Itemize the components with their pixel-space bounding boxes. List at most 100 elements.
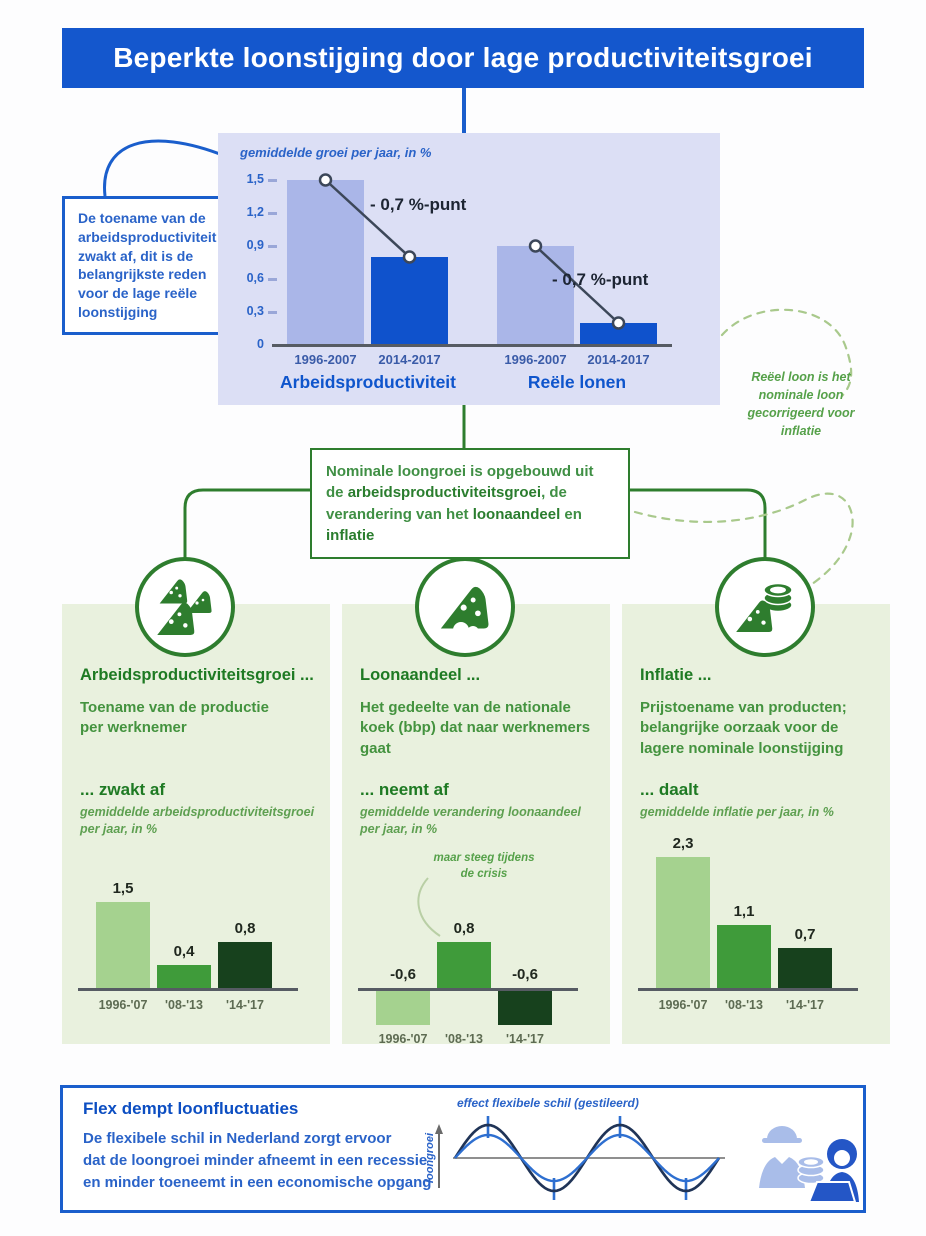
x-axis-line — [638, 988, 858, 991]
cheese-and-coins-icon — [736, 582, 793, 632]
group-label-arbeidsproductiviteit: Arbeidsproductiviteit — [280, 372, 456, 392]
bar-arbeidsproductiviteitsgroei-'08-'13 — [157, 965, 211, 988]
panel-chart-caption: gemiddelde arbeidsproductiviteitsgroei p… — [80, 805, 315, 836]
y-tick-label: 0,3 — [246, 304, 264, 318]
x-category-label: 2014-2017 — [378, 352, 441, 367]
panel-subheading: ... neemt af — [360, 780, 449, 799]
x-category-label: 1996-2007 — [294, 352, 357, 367]
decline-connector-lines — [318, 173, 626, 330]
panel-loonaandeel: Loonaandeel ... Het gedeelte van de nati… — [342, 604, 610, 1046]
formula-text: , de verandering van het — [326, 484, 567, 523]
x-axis-line — [272, 344, 672, 347]
top-chart-panel: gemiddelde groei per jaar, in % 1,5 1,2 … — [218, 133, 720, 405]
panel-heading: Loonaandeel ... — [360, 666, 481, 684]
productivity-bar-chart: 1,5 1996-'07 0,4 '08-'13 0,8 '14-'17 — [62, 844, 330, 1044]
bar-category-label: '14-'17 — [786, 998, 824, 1012]
callout-connector-curve — [103, 139, 226, 197]
bar-category-label: 1996-'07 — [378, 1032, 428, 1046]
bar-inflatie-'08-'13 — [717, 925, 771, 988]
bar-arbeidsproductiviteitsgroei-'14-'17 — [218, 942, 272, 988]
dampened-wage-growth-wave — [454, 1133, 720, 1183]
flex-body-line: en minder toeneemt in een economische op… — [83, 1174, 432, 1191]
inflation-icon-circle — [715, 557, 815, 657]
bar-inflatie-'14-'17 — [778, 948, 832, 988]
bar-category-label: '14-'17 — [506, 1032, 544, 1046]
panel-heading: Inflatie ... — [640, 666, 712, 684]
bar-category-label: '08-'13 — [725, 998, 763, 1012]
formula-text: Nominale loongroei is opgebouwd uit de — [326, 463, 594, 502]
bar-value-label: 1,1 — [733, 903, 755, 920]
bar-value-label: 0,8 — [234, 920, 256, 937]
panel-subheading: ... zwakt af — [80, 780, 166, 799]
y-tick-mark — [268, 245, 277, 248]
bar-inflatie-1996-'07 — [656, 857, 710, 988]
office-worker-with-laptop-icon — [807, 1139, 859, 1203]
bar-value-label: 2,3 — [672, 835, 694, 852]
decline-annotation: - 0,7 %-punt — [552, 270, 649, 289]
formula-term-loonaandeel: loonaandeel — [472, 505, 561, 523]
formula-term-inflatie: inflatie — [326, 526, 375, 544]
y-tick-mark — [268, 179, 277, 182]
y-tick-label: 0,6 — [246, 271, 264, 285]
top-chart-bars — [218, 133, 720, 405]
flex-body-line: De flexibele schil in Nederland zorgt er… — [83, 1130, 392, 1147]
x-axis-line — [78, 988, 298, 991]
bar-Arbeidsproductiviteit-1996-2007 — [287, 180, 364, 345]
x-category-label: 2014-2017 — [587, 352, 650, 367]
bar-category-label: '14-'17 — [226, 998, 264, 1012]
wave-chart: effect flexibele schil (gestileerd) loon… — [421, 1090, 751, 1208]
flex-panel: Flex dempt loonfluctuaties De flexibele … — [60, 1085, 866, 1213]
y-tick-label: 0,9 — [246, 238, 264, 252]
panel-arbeidsproductiviteitsgroei: Arbeidsproductiviteitsgroei ... Toename … — [62, 604, 330, 1044]
wage-share-icon-circle — [415, 557, 515, 657]
panel-subheading: ... daalt — [640, 780, 699, 799]
wave-caption: effect flexibele schil (gestileerd) — [457, 1096, 639, 1110]
bar-value-label: 0,8 — [453, 920, 475, 937]
flow-connector-lines — [183, 308, 854, 590]
productivity-icon-circle — [135, 557, 235, 657]
formula-text: en — [560, 505, 582, 523]
bar-value-label: -0,6 — [390, 966, 416, 983]
group-label-reele-lonen: Reële lonen — [527, 372, 627, 392]
bar-Arbeidsproductiviteit-2014-2017 — [371, 257, 448, 345]
y-tick-mark — [268, 311, 277, 314]
formula-term-productiviteit: arbeidsproductiviteitsgroei — [347, 484, 542, 502]
bar-category-label: 1996-'07 — [98, 998, 148, 1012]
construction-worker-icon — [759, 1126, 805, 1188]
y-tick-label: 1,2 — [246, 205, 264, 219]
y-tick-mark — [268, 212, 277, 215]
header-connector-line — [462, 88, 466, 133]
bar-loonaandeel-'14-'17 — [498, 991, 552, 1025]
inflation-bar-chart: 2,3 1996-'07 1,1 '08-'13 0,7 '14-'17 — [622, 835, 890, 1044]
dashed-note-curve-bottom — [633, 492, 854, 590]
x-category-label: 1996-2007 — [504, 352, 567, 367]
y-tick-label: 0 — [257, 337, 264, 351]
panel-inflatie: Inflatie ... Prijstoename van producten;… — [622, 604, 890, 1044]
bar-Reële lonen-1996-2007 — [497, 246, 574, 345]
crisis-annotation-curve — [417, 877, 441, 937]
y-tick-label: 1,5 — [246, 172, 264, 186]
callout-text: De toename van de arbeidsproductiviteit … — [78, 210, 217, 320]
decline-annotation: - 0,7 %-punt — [370, 195, 467, 214]
bar-value-label: -0,6 — [512, 966, 538, 983]
wave-plot — [435, 1116, 725, 1200]
reeel-loon-note: Reëel loon is het nominale loon gecorrig… — [747, 370, 855, 439]
panel-body: Prijstoename van producten; belangrijke … — [640, 699, 847, 757]
bar-category-label: 1996-'07 — [658, 998, 708, 1012]
panel-body: Toename van de productie per werknemer — [80, 699, 269, 737]
coins-icon — [797, 1155, 825, 1185]
cheese-pieces-icon — [157, 579, 212, 635]
bar-loonaandeel-'08-'13 — [437, 942, 491, 988]
wage-share-bar-chart: maar steeg tijdens de crisis -0,6 1996-'0… — [342, 844, 610, 1046]
bar-value-label: 1,5 — [112, 880, 134, 897]
cheese-with-bite-icon — [440, 586, 489, 638]
axis-arrowhead — [435, 1124, 443, 1134]
panel-body: Het gedeelte van de nationale koek (bbp)… — [360, 699, 591, 757]
panel-chart-caption: gemiddelde verandering loonaandeel per j… — [360, 805, 581, 836]
page-title: Beperkte loonstijging door lage producti… — [113, 42, 813, 73]
bar-category-label: '08-'13 — [165, 998, 203, 1012]
bar-value-label: 0,7 — [794, 926, 816, 943]
flex-body-line: dat de loongroei minder afneemt in een r… — [83, 1152, 428, 1169]
crisis-annotation: maar steeg tijdens de crisis — [433, 852, 535, 881]
